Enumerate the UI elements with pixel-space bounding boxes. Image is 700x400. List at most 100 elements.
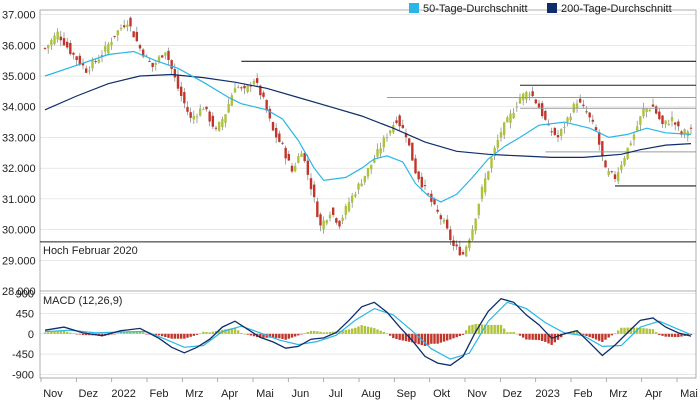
macd-histogram-bar [281, 333, 284, 340]
legend-swatch-ma50 [409, 3, 419, 13]
macd-histogram-bar [176, 333, 180, 339]
x-tick-label: Mrz [185, 388, 203, 400]
candle-body [84, 68, 88, 73]
candle-body [319, 214, 322, 226]
candle-body [423, 185, 427, 187]
candle-body [578, 98, 582, 103]
candle-body [233, 88, 237, 93]
price-y-axis: 28.000 29.000 30.000 31.000 32.000 33.000 34.0… [2, 10, 36, 298]
candle-body [103, 46, 107, 52]
candle-body [664, 120, 667, 125]
candle-body [312, 184, 316, 198]
candle-body [544, 110, 547, 120]
macd-histogram-bar [518, 333, 522, 336]
candle-body [325, 220, 329, 224]
x-tick-label: Feb [574, 388, 593, 400]
candle-body [458, 246, 462, 256]
candle-body [525, 92, 528, 100]
candle-body [328, 214, 332, 219]
candle-body [461, 252, 465, 255]
macd-histogram-bar [521, 333, 525, 338]
macd-histogram-bar [442, 333, 446, 342]
macd-histogram-bar [69, 332, 72, 334]
macd-histogram-bar [594, 333, 598, 340]
macd-histogram-bar [623, 327, 626, 334]
candle-body [689, 127, 693, 129]
candle-body [135, 31, 139, 42]
macd-histogram-bar [224, 329, 227, 334]
level-label: Hoch Februar 2020 [43, 245, 138, 257]
candle-body [316, 201, 319, 218]
macd-histogram-bar [366, 326, 370, 334]
candle-body [632, 134, 636, 140]
price-y-tick-label: 28.000 [2, 286, 36, 298]
macd-histogram-bar [249, 333, 253, 336]
candle-body [43, 47, 47, 49]
macd-histogram-bar [483, 324, 487, 334]
candle-body [401, 124, 405, 129]
candle-body [186, 107, 189, 112]
candle-body [639, 116, 642, 125]
candle-body [556, 135, 560, 138]
candle-body [385, 137, 389, 139]
price-y-tick-label: 32.000 [2, 163, 36, 175]
macd-histogram-bar [458, 333, 462, 337]
candle-body [59, 36, 63, 41]
macd-histogram-bar [62, 330, 66, 334]
candle-body [490, 157, 493, 168]
macd-histogram-bar [525, 333, 528, 340]
candle-body [271, 121, 275, 131]
candle-body [414, 158, 417, 174]
candle-body [651, 104, 655, 107]
candle-body [88, 70, 91, 72]
price-y-tick-label: 34.000 [2, 102, 36, 114]
macd-histogram-bar [78, 333, 82, 335]
macd-histogram-bar [376, 329, 379, 334]
candle-body [610, 171, 614, 173]
x-tick-label: Apr [221, 388, 238, 400]
legend: 50-Tage-Durchschnitt 200-Tage-Durchschni… [409, 3, 672, 15]
price-y-tick-label: 30.000 [2, 225, 36, 237]
candle-body [442, 219, 446, 223]
macd-histogram-bar [433, 333, 436, 344]
macd-histogram-bar [604, 333, 607, 340]
candle-body [322, 220, 325, 230]
macd-histogram-bar [642, 328, 645, 334]
candle-body [94, 61, 97, 63]
macd-histogram-bar [385, 333, 389, 334]
candle-body [81, 63, 85, 66]
candle-body [642, 108, 645, 117]
macd-histogram-bar [72, 333, 75, 334]
macd-histogram-bar [591, 333, 595, 339]
macd-histogram-bar [553, 333, 557, 343]
macd-histogram-bar [395, 333, 398, 339]
candle-body [198, 108, 202, 116]
candle-body [208, 111, 211, 122]
macd-histogram-bar [680, 333, 683, 337]
x-tick-label: Mai [256, 388, 274, 400]
macd-histogram-bar [262, 333, 265, 338]
macd-histogram-bar [373, 328, 376, 334]
macd-histogram-bar [211, 331, 215, 334]
candle-body [515, 106, 519, 108]
macd-histogram-bar [502, 328, 506, 334]
candle-body [509, 113, 512, 123]
macd-histogram-bar [43, 332, 47, 334]
candle-body [176, 74, 180, 89]
x-tick-label: Apr [645, 388, 662, 400]
price-y-tick-label: 33.000 [2, 132, 36, 144]
candle-body [661, 115, 664, 125]
macd-histogram-bar [411, 333, 414, 343]
macd-histogram-bar [170, 333, 173, 339]
candle-body [658, 111, 661, 120]
macd-histogram-bar [512, 331, 515, 334]
macd-histogram-bar [325, 332, 329, 334]
macd-histogram-bar [487, 324, 490, 334]
candle-body [230, 95, 234, 106]
macd-histogram-bar [328, 331, 332, 334]
candle-body [439, 215, 443, 220]
candle-body [411, 142, 414, 161]
candle-body [512, 113, 515, 119]
x-tick-label: Okt [433, 388, 450, 400]
x-tick-label: Jul [329, 388, 343, 400]
